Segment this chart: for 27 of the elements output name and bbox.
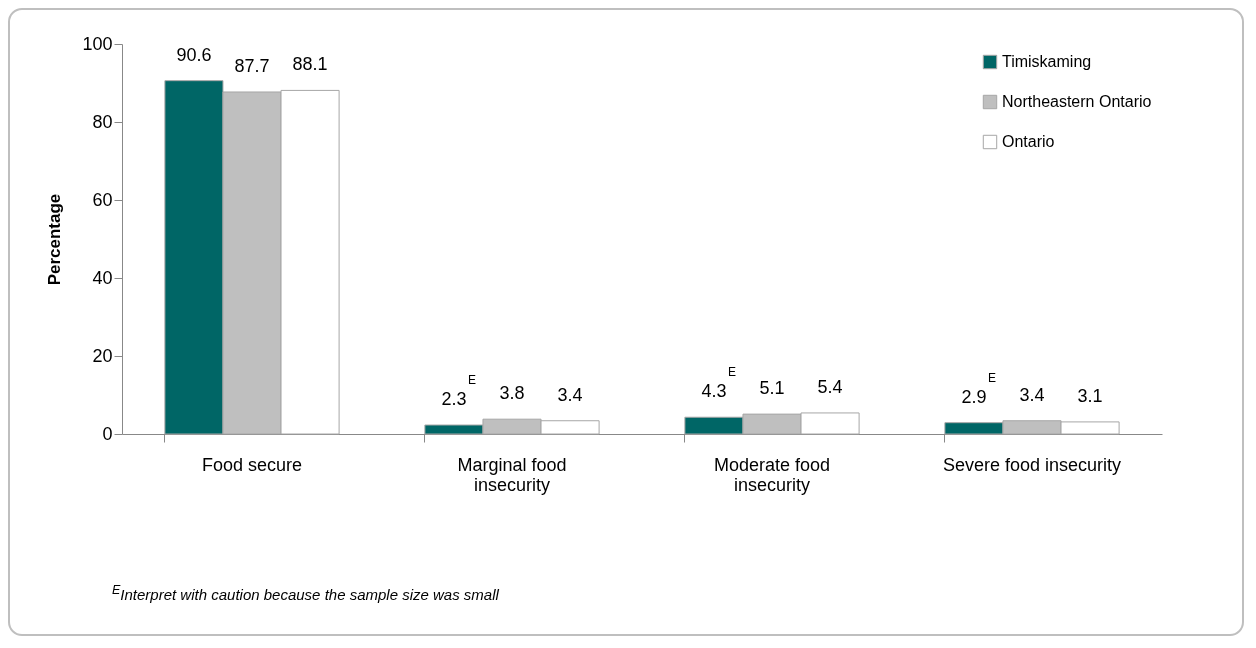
text: 2.3E bbox=[441, 373, 476, 410]
data-label: 5.4 bbox=[817, 376, 843, 397]
y-tick-label: 100 bbox=[82, 33, 113, 54]
data-label: 88.1 bbox=[292, 54, 328, 75]
text: 2.9E bbox=[961, 370, 996, 407]
data-label: 3.1 bbox=[1077, 385, 1103, 406]
data-label: 3.4 bbox=[1019, 384, 1045, 405]
y-tick-label: 60 bbox=[92, 189, 113, 210]
y-tick-label: 80 bbox=[92, 111, 113, 132]
legend-label: Northeastern Ontario bbox=[1002, 93, 1152, 110]
legend-label: Ontario bbox=[1002, 133, 1055, 150]
y-tick-label: 40 bbox=[92, 267, 113, 288]
data-label: 87.7 bbox=[234, 55, 270, 76]
x-tick-label: Marginal food insecurity bbox=[457, 454, 567, 495]
legend-label: Timiskaming bbox=[1002, 53, 1092, 70]
y-tick-label: 20 bbox=[92, 345, 113, 366]
data-label: 90.6 bbox=[176, 44, 212, 65]
x-tick-label: Food secure bbox=[201, 454, 303, 475]
y-axis-title: Percentage bbox=[45, 193, 65, 286]
text: $^{E}$Interpret with caution because the sample size was small bbox=[112, 583, 499, 603]
data-label: 5.1 bbox=[759, 378, 785, 399]
x-tick-label: Severe food insecurity bbox=[942, 454, 1122, 475]
data-label: 3.8 bbox=[499, 383, 525, 404]
data-label: 3.4 bbox=[557, 384, 583, 405]
y-tick-label: 0 bbox=[102, 423, 113, 444]
text: 4.3E bbox=[701, 365, 736, 402]
x-tick-label: Moderate food insecurity bbox=[713, 454, 831, 495]
